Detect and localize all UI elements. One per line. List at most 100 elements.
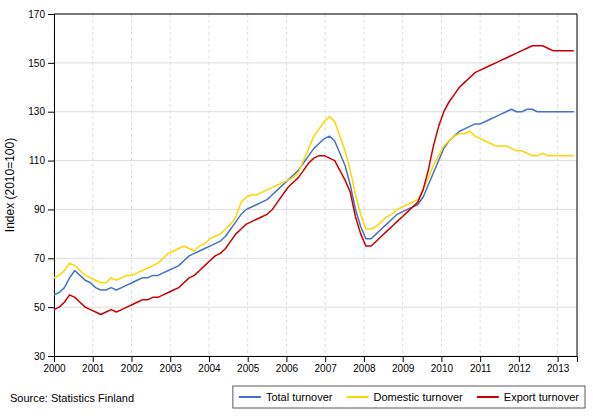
grid-line-x	[557, 14, 558, 356]
grid	[54, 14, 577, 356]
grid-line-x	[480, 14, 481, 356]
tick-label: 170	[28, 9, 45, 20]
grid-line-y	[54, 62, 577, 63]
tick-label: 70	[34, 253, 46, 264]
legend-label: Total turnover	[266, 391, 333, 403]
grid-line-x	[286, 14, 287, 356]
tick-mark	[48, 209, 54, 210]
y-tick: 70	[34, 253, 54, 264]
tick-label: 2006	[276, 363, 299, 374]
tick-label: 2011	[470, 363, 492, 374]
tick-mark	[48, 14, 54, 15]
x-tick: 2010	[431, 356, 454, 374]
y-axis-title: Index (2010=100)	[3, 138, 17, 232]
tick-mark	[48, 258, 54, 259]
legend-swatch	[239, 396, 261, 398]
x-tick: 2000	[43, 356, 66, 374]
tick-label: 130	[28, 106, 45, 117]
tick-label: 110	[29, 155, 45, 166]
tick-mark	[441, 356, 442, 362]
tick-label: 2010	[431, 363, 454, 374]
tick-mark	[325, 356, 326, 362]
frame-line	[577, 14, 578, 356]
grid-line-x	[441, 14, 442, 356]
tick-mark	[131, 356, 132, 362]
grid-line-x	[518, 14, 519, 356]
axis-line	[48, 15, 55, 357]
tick-label: 2008	[353, 363, 376, 374]
tick-mark	[209, 356, 210, 362]
tick-label: 2001	[82, 363, 105, 374]
axis-line	[55, 357, 578, 363]
tick-label: 150	[28, 58, 45, 69]
grid-line-y	[54, 307, 577, 308]
legend-item: Export turnover	[477, 391, 580, 403]
series-line	[54, 117, 574, 283]
x-axis: 2000 2001 2002 2003 2004 2005 2006 2007 2008 2009…	[43, 356, 577, 374]
tick-mark	[248, 356, 249, 362]
y-tick: 130	[28, 106, 54, 117]
tick-label: 2007	[315, 363, 338, 374]
series-line	[54, 109, 574, 295]
legend-label: Export turnover	[504, 391, 580, 403]
x-tick: 2009	[392, 356, 415, 374]
tick-label: 2000	[43, 363, 66, 374]
tick-label: 30	[34, 351, 46, 362]
grid-line-y	[54, 209, 577, 210]
tick-mark	[558, 356, 559, 362]
tick-mark	[48, 161, 54, 162]
y-tick: 90	[34, 204, 54, 215]
tick-mark	[93, 356, 94, 362]
grid-line-x	[363, 14, 364, 356]
tick-label: 2012	[508, 363, 531, 374]
tick-mark	[519, 356, 520, 362]
x-tick: 2006	[276, 356, 299, 374]
tick-label: 2013	[547, 363, 570, 374]
tick-mark	[48, 356, 54, 357]
legend-label: Domestic turnover	[374, 391, 464, 403]
grid-line-x	[325, 14, 326, 356]
x-tick: 2007	[315, 356, 338, 374]
grid-line-y	[54, 160, 577, 161]
grid-line-x	[208, 14, 209, 356]
grid-line-y	[54, 258, 577, 259]
x-tick: 2001	[82, 356, 105, 374]
y-tick: 150	[28, 58, 54, 69]
x-tick: 2005	[237, 356, 260, 374]
plot-area: 2000 2001 2002 2003 2004 2005 2006 2007 2008 2009…	[28, 9, 577, 374]
grid-line-y	[54, 14, 577, 15]
tick-mark	[403, 356, 404, 362]
x-tick: 2003	[160, 356, 183, 374]
y-tick: 30	[34, 351, 54, 362]
x-tick: 2011	[470, 356, 492, 374]
frame-line	[54, 14, 577, 15]
tick-label: 90	[34, 204, 46, 215]
x-tick: 2013	[547, 356, 570, 374]
tick-label: 2003	[160, 363, 183, 374]
chart-svg: 2000 2001 2002 2003 2004 2005 2006 2007 2008 2009…	[0, 0, 593, 416]
legend-box	[233, 386, 585, 408]
y-axis: 30 50 70 90 110 130 150 170	[28, 9, 54, 362]
tick-mark	[480, 356, 481, 362]
source-note: Source: Statistics Finland	[10, 392, 134, 404]
tick-label: 2004	[198, 363, 221, 374]
y-tick: 50	[34, 302, 54, 313]
tick-label: 2002	[121, 363, 144, 374]
grid-line-x	[402, 14, 403, 356]
tick-mark	[364, 356, 365, 362]
grid-line-x	[247, 14, 248, 356]
grid-line-x	[170, 14, 171, 356]
legend-swatch	[347, 396, 369, 398]
tick-label: 2005	[237, 363, 260, 374]
chart-container: 2000 2001 2002 2003 2004 2005 2006 2007 2008 2009…	[0, 0, 593, 416]
legend-swatch	[477, 396, 499, 398]
x-tick: 2012	[508, 356, 531, 374]
tick-mark	[48, 307, 54, 308]
legend-item: Domestic turnover	[347, 391, 464, 403]
y-tick: 170	[28, 9, 54, 20]
tick-mark	[170, 356, 171, 362]
grid-line-y	[54, 111, 577, 112]
tick-mark	[48, 112, 54, 113]
tick-mark	[48, 63, 54, 64]
x-tick: 2004	[198, 356, 221, 374]
